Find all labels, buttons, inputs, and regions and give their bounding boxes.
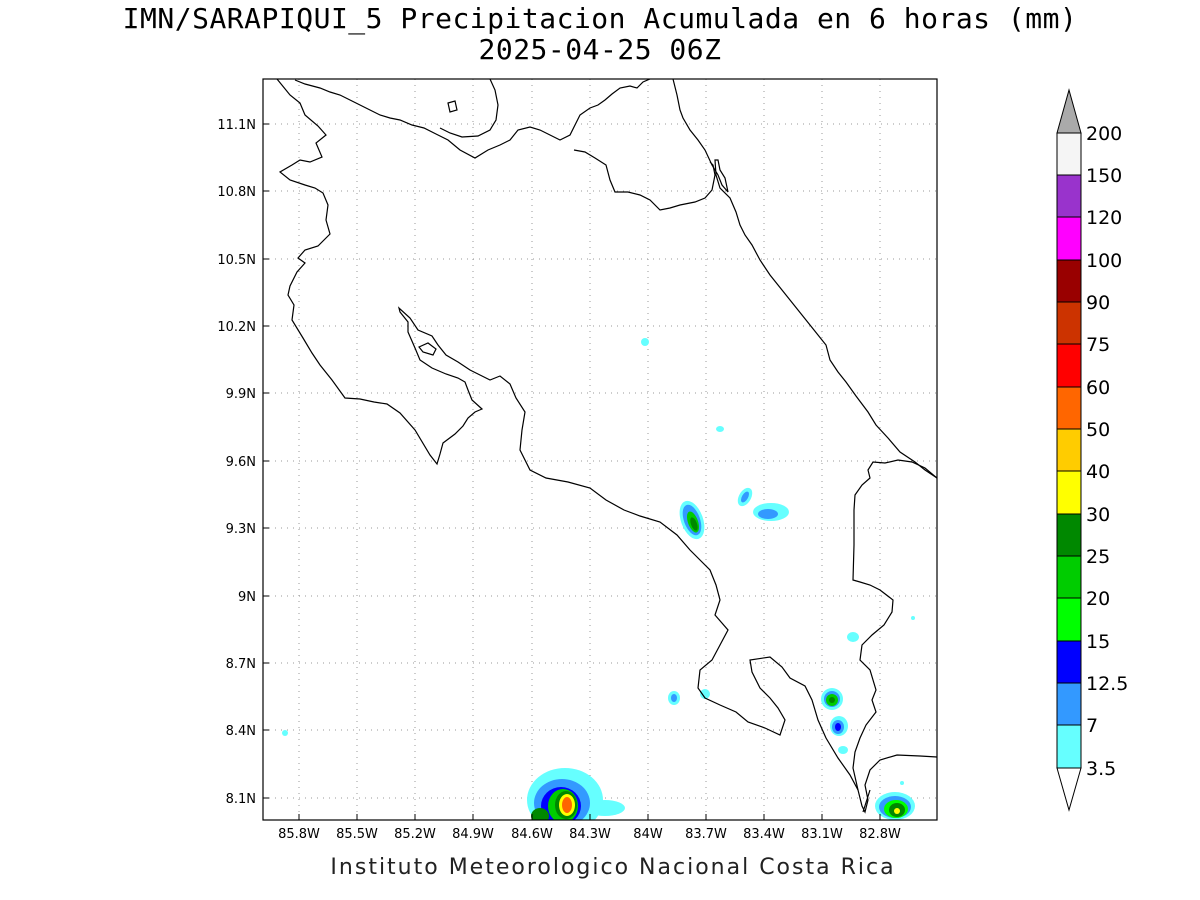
- colorbar-label: 75: [1086, 334, 1110, 356]
- colorbar-swatch: [1056, 470, 1082, 515]
- lat-label: 11.1N: [217, 118, 256, 133]
- colorbar-swatch: [1056, 724, 1082, 769]
- axis-ticks: [263, 123, 881, 820]
- colorbar-label: 120: [1086, 207, 1122, 229]
- footer-credit: Instituto Meteorologico Nacional Costa R…: [330, 855, 896, 880]
- lon-label: 84W: [633, 827, 663, 842]
- colorbar-swatch: [1056, 682, 1082, 726]
- lat-label: 8.7N: [226, 657, 256, 672]
- colorbar-label: 30: [1086, 504, 1110, 526]
- lat-label: 9N: [238, 590, 256, 605]
- colorbar-label: 15: [1086, 631, 1110, 653]
- lat-label: 8.4N: [226, 724, 256, 739]
- lon-label: 85.5W: [336, 827, 378, 842]
- colorbar: [1056, 88, 1082, 812]
- colorbar-label: 50: [1086, 419, 1110, 441]
- lat-label: 9.9N: [226, 387, 256, 402]
- colorbar-swatch: [1056, 301, 1082, 345]
- lon-label: 83.4W: [743, 827, 785, 842]
- lat-label: 10.8N: [217, 185, 256, 200]
- colorbar-swatch: [1056, 597, 1082, 642]
- colorbar-swatch: [1056, 259, 1082, 303]
- colorbar-bottom-arrow: [1056, 767, 1082, 812]
- colorbar-label: 12.5: [1086, 673, 1128, 695]
- colorbar-swatch: [1056, 555, 1082, 599]
- lon-label: 84.9W: [452, 827, 494, 842]
- lon-label: 85.8W: [278, 827, 320, 842]
- colorbar-swatch: [1056, 132, 1082, 176]
- lon-label: 84.3W: [569, 827, 611, 842]
- lon-label: 82.8W: [859, 827, 901, 842]
- lat-label: 9.3N: [226, 522, 256, 537]
- colorbar-label: 100: [1086, 250, 1122, 272]
- lat-label: 10.5N: [217, 253, 256, 268]
- colorbar-label: 40: [1086, 461, 1110, 483]
- colorbar-label: 90: [1086, 292, 1110, 314]
- colorbar-swatch: [1056, 343, 1082, 388]
- colorbar-swatch: [1056, 640, 1082, 684]
- colorbar-swatch: [1056, 216, 1082, 261]
- longitude-labels: 85.8W 85.5W 85.2W 84.9W 84.6W 84.3W 84W …: [278, 827, 901, 842]
- colorbar-label: 60: [1086, 377, 1110, 399]
- colorbar-top-arrow: [1056, 88, 1082, 134]
- coastline: [276, 79, 937, 814]
- colorbar-label: 3.5: [1086, 758, 1116, 780]
- map-subtitle: 2025-04-25 06Z: [478, 33, 722, 66]
- colorbar-label: 7: [1086, 715, 1098, 737]
- colorbar-label: 150: [1086, 165, 1122, 187]
- colorbar-label: 200: [1086, 123, 1122, 145]
- lon-label: 84.6W: [511, 827, 553, 842]
- lat-label: 10.2N: [217, 320, 256, 335]
- colorbar-label: 25: [1086, 546, 1110, 568]
- lat-label: 9.6N: [226, 455, 256, 470]
- precipitation-areas: [282, 338, 915, 820]
- colorbar-swatch: [1056, 428, 1082, 472]
- map-title: IMN/SARAPIQUI_5 Precipitacion Acumulada …: [122, 2, 1078, 35]
- lon-label: 83.7W: [685, 827, 727, 842]
- colorbar-labels: 200 150 120 100 90 75 60 50 40 30 25 20 …: [1086, 123, 1128, 780]
- lon-label: 83.1W: [801, 827, 843, 842]
- colorbar-swatch: [1056, 513, 1082, 557]
- colorbar-swatch: [1056, 174, 1082, 218]
- lat-label: 8.1N: [226, 792, 256, 807]
- colorbar-label: 20: [1086, 588, 1110, 610]
- colorbar-swatch: [1056, 386, 1082, 430]
- latitude-labels: 11.1N 10.8N 10.5N 10.2N 9.9N 9.6N 9.3N 9…: [217, 118, 256, 807]
- plot-frame: [262, 78, 938, 821]
- lon-label: 85.2W: [394, 827, 436, 842]
